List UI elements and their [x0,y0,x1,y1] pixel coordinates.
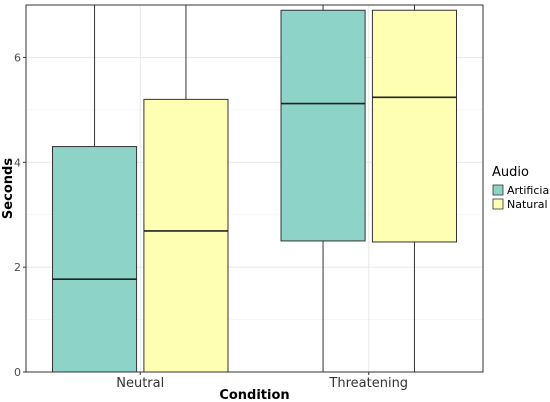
x-tick-label: Neutral [116,376,164,391]
panel-border [25,4,484,373]
legend-label-natural: Natural [507,198,548,211]
box-artificial-threatening [280,9,366,242]
y-tick-label: 2 [14,261,21,274]
x-axis-title: Condition [219,388,289,402]
box-natural-neutral [143,98,229,373]
y-tick-label: 6 [14,51,21,64]
legend-label-artificial: Artificial [507,184,550,197]
boxes [52,5,457,373]
legend-key-artificial [492,184,504,196]
box-natural-threatening [371,9,457,243]
y-tick-label: 0 [14,366,21,379]
x-tick-label: Threatening [328,376,408,391]
y-tick-label: 4 [14,156,21,169]
box-artificial-neutral [52,146,138,373]
y-axis-title: Seconds [1,158,16,219]
x-axis-ticks: Neutral Threatening [116,372,408,391]
legend-title: Audio [492,165,529,180]
y-axis-ticks: 0 2 4 6 [14,51,26,379]
legend-key-natural [492,198,504,210]
